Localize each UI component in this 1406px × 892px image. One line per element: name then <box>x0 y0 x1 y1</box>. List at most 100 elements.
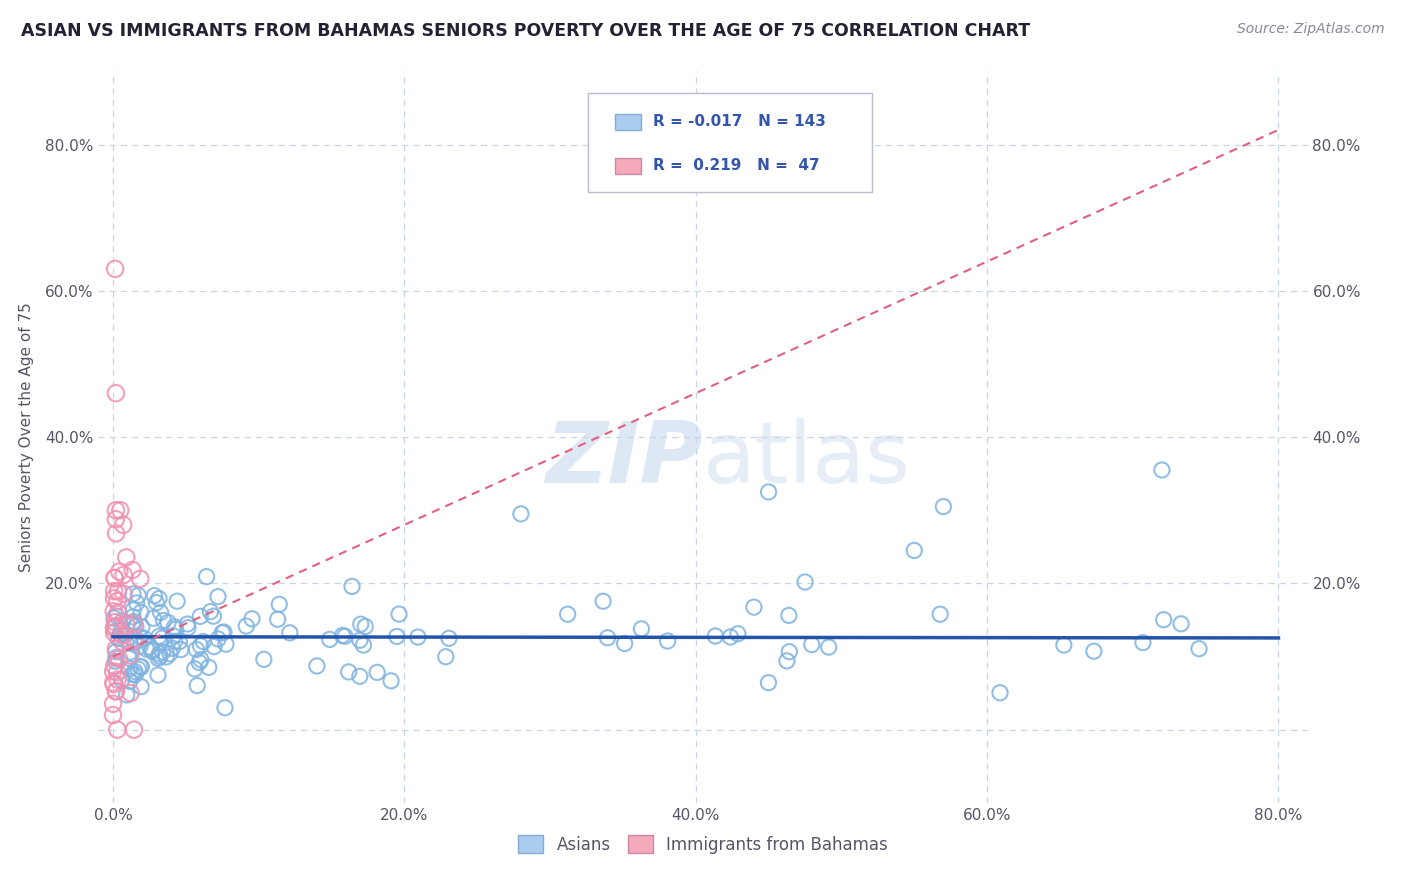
Point <box>1150 463 1173 477</box>
Point <box>120 645 142 659</box>
Point <box>103 611 125 625</box>
Point <box>103 591 125 606</box>
Point <box>177 621 200 635</box>
Point <box>269 598 291 612</box>
Point <box>202 640 225 654</box>
Point <box>727 626 749 640</box>
Point <box>657 634 679 648</box>
Point <box>143 589 166 603</box>
Point <box>159 647 181 661</box>
Point <box>354 619 377 633</box>
Point <box>366 665 388 680</box>
Point <box>235 619 257 633</box>
Point <box>200 605 222 619</box>
Point <box>121 616 143 631</box>
Point <box>131 620 153 634</box>
Point <box>120 648 142 663</box>
Point <box>142 611 165 625</box>
Point <box>195 569 218 583</box>
Point <box>149 606 172 620</box>
Point <box>340 579 363 593</box>
Point <box>240 612 263 626</box>
Point <box>152 645 174 659</box>
Point <box>115 616 138 631</box>
Point <box>165 622 187 636</box>
Point <box>124 667 146 681</box>
Point <box>349 669 371 683</box>
Text: R = -0.017   N = 143: R = -0.017 N = 143 <box>654 114 827 129</box>
Point <box>211 625 233 640</box>
Point <box>118 651 141 665</box>
Point <box>122 587 145 601</box>
Point <box>108 652 131 666</box>
Point <box>929 607 952 622</box>
Point <box>108 565 131 579</box>
Point <box>103 584 125 599</box>
Point <box>101 665 124 679</box>
Point <box>135 642 157 657</box>
Point <box>186 679 208 693</box>
Point <box>146 668 169 682</box>
Point <box>148 647 170 661</box>
Text: ASIAN VS IMMIGRANTS FROM BAHAMAS SENIORS POVERTY OVER THE AGE OF 75 CORRELATION : ASIAN VS IMMIGRANTS FROM BAHAMAS SENIORS… <box>21 22 1031 40</box>
Point <box>104 650 127 665</box>
Point <box>141 644 163 658</box>
Point <box>353 638 375 652</box>
Point <box>170 642 193 657</box>
Point <box>104 641 127 656</box>
Point <box>103 677 125 691</box>
Point <box>105 665 128 680</box>
Point <box>630 622 652 636</box>
Point <box>305 659 328 673</box>
Point <box>107 605 129 619</box>
Point <box>406 630 429 644</box>
Point <box>104 645 127 659</box>
Point <box>114 627 136 641</box>
FancyBboxPatch shape <box>614 114 641 130</box>
Point <box>103 675 125 690</box>
Point <box>105 526 128 541</box>
Point <box>107 584 129 599</box>
Point <box>122 723 145 737</box>
Point <box>385 629 408 643</box>
Point <box>350 617 373 632</box>
Point <box>190 653 212 667</box>
Point <box>778 645 800 659</box>
Point <box>932 500 955 514</box>
Point <box>434 649 457 664</box>
Point <box>148 651 170 665</box>
Point <box>278 625 301 640</box>
Point <box>704 629 727 643</box>
Point <box>118 662 141 676</box>
Point <box>152 614 174 628</box>
Point <box>333 629 356 643</box>
Point <box>104 654 127 668</box>
Point <box>592 594 614 608</box>
Point <box>124 665 146 679</box>
Point <box>110 503 132 517</box>
Point <box>1170 616 1192 631</box>
Point <box>163 634 186 648</box>
Point <box>103 626 125 640</box>
Point <box>105 609 128 624</box>
Point <box>1188 641 1211 656</box>
Point <box>112 587 135 601</box>
Point <box>122 603 145 617</box>
Point <box>613 636 636 650</box>
Point <box>105 723 128 737</box>
Point <box>115 688 138 702</box>
Point <box>155 649 177 664</box>
Point <box>103 622 125 636</box>
Point <box>129 572 152 586</box>
Point <box>380 673 402 688</box>
Text: R =  0.219   N =  47: R = 0.219 N = 47 <box>654 158 820 173</box>
Point <box>111 614 134 628</box>
Point <box>148 629 170 643</box>
Point <box>145 596 167 610</box>
Point <box>758 675 780 690</box>
Point <box>778 608 800 623</box>
Point <box>107 632 129 646</box>
Point <box>101 708 124 723</box>
Point <box>112 567 135 582</box>
Point <box>988 686 1011 700</box>
